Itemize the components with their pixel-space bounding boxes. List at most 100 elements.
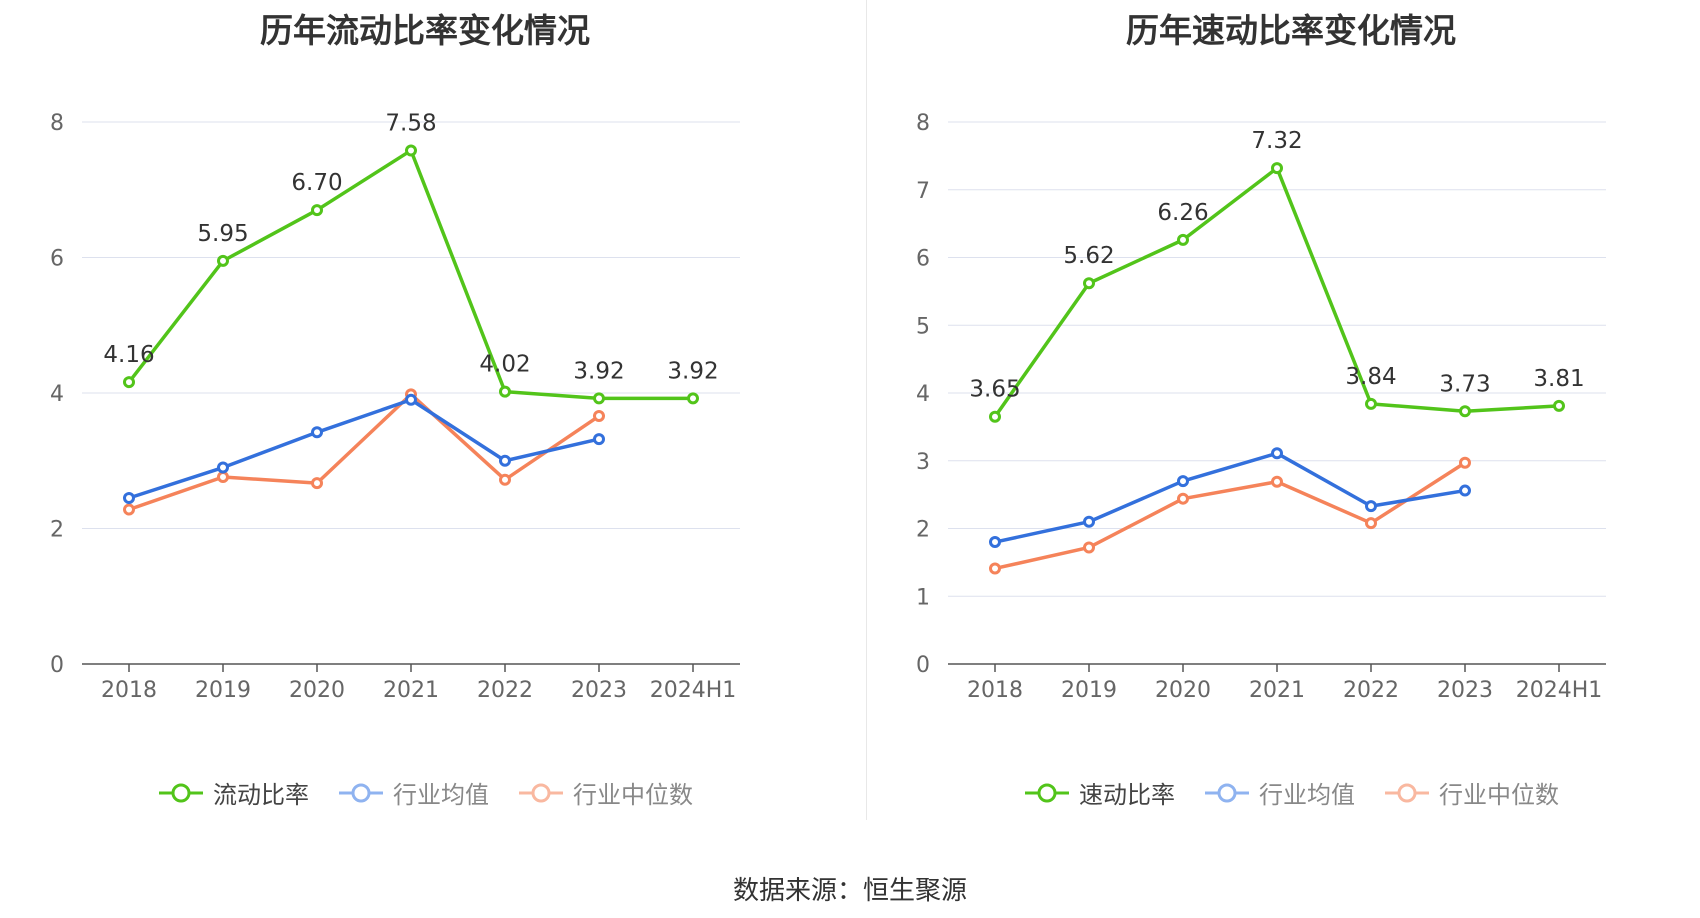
industry-avg-series-point (123, 492, 135, 505)
x-tick-label: 2020 (289, 678, 345, 703)
industry-median-series-point (1365, 517, 1377, 530)
main-series-point (1271, 162, 1283, 175)
x-tick-label: 2022 (477, 678, 533, 703)
industry-median-series-point (499, 473, 511, 486)
industry-median-series-point (1177, 492, 1189, 505)
industry-avg-series-point (593, 433, 605, 446)
industry-avg-series-point (1271, 447, 1283, 460)
x-tick-label: 2024H1 (1516, 678, 1603, 703)
data-label: 6.26 (1157, 200, 1208, 226)
data-label: 7.58 (385, 110, 436, 136)
data-label: 3.73 (1439, 371, 1490, 397)
main-series-point (1083, 277, 1095, 290)
main-series-point (593, 392, 605, 405)
industry-median-series-point (217, 471, 229, 484)
data-label: 3.92 (573, 358, 624, 384)
y-tick-label: 1 (916, 585, 930, 610)
chart-title: 历年流动比率变化情况 (260, 11, 590, 50)
panel-divider (866, 0, 867, 820)
industry-avg-series-point (1177, 475, 1189, 488)
industry-median-series-point (1271, 475, 1283, 488)
x-tick-label: 2020 (1155, 678, 1211, 703)
legend-line-icon (1385, 783, 1429, 802)
x-tick-label: 2021 (1249, 678, 1305, 703)
industry-median-series-line (994, 461, 1466, 571)
y-tick-label: 2 (50, 518, 64, 543)
data-label: 3.92 (667, 358, 718, 384)
main-series-point (1365, 397, 1377, 410)
y-tick-label: 6 (50, 247, 64, 272)
legend: 速动比率 行业均值 行业中位数 (866, 775, 1700, 810)
current-ratio-panel: 历年流动比率变化情况 0 2 4 6 8 2018 2019 2020 2021 2022 2023… (0, 0, 850, 820)
industry-median-series-point (1083, 541, 1095, 554)
legend-label: 行业中位数 (1439, 781, 1559, 809)
y-tick-label: 7 (916, 179, 930, 204)
main-series-point (123, 376, 135, 389)
legend-item-industry-avg[interactable]: 行业均值 (337, 775, 489, 810)
industry-avg-series-point (499, 454, 511, 467)
industry-median-series-point (593, 410, 605, 423)
industry-median-series-point (311, 477, 323, 490)
industry-avg-series-point (1083, 515, 1095, 528)
x-tick-label: 2018 (967, 678, 1023, 703)
legend-label: 行业均值 (1259, 781, 1355, 809)
main-series-point (1459, 405, 1471, 418)
legend-item-main[interactable]: 速动比率 (1023, 775, 1175, 810)
x-tick-label: 2019 (1061, 678, 1117, 703)
industry-median-series-line (128, 392, 600, 512)
legend-item-industry-median[interactable]: 行业中位数 (517, 775, 693, 810)
main-series-point (499, 385, 511, 398)
data-label: 3.65 (969, 377, 1020, 403)
data-label: 3.81 (1533, 366, 1584, 392)
x-tick-label: 2021 (383, 678, 439, 703)
data-label: 4.02 (479, 352, 530, 378)
legend-line-icon (159, 783, 203, 802)
industry-avg-series-line (128, 398, 600, 500)
industry-avg-series-point (405, 393, 417, 406)
main-series-point (1177, 233, 1189, 246)
x-tick-label: 2018 (101, 678, 157, 703)
legend-item-industry-median[interactable]: 行业中位数 (1383, 775, 1559, 810)
quick-ratio-chart: 0 1 2 3 4 5 6 7 8 2018 2019 2020 2021 2022 2023 2024H1 3… (916, 111, 1606, 703)
data-source: 数据来源：恒生聚源 (732, 876, 967, 906)
y-tick-label: 0 (916, 653, 930, 678)
industry-median-series-point (989, 562, 1001, 575)
y-tick-label: 8 (916, 111, 930, 136)
legend-line-icon (519, 783, 563, 802)
y-tick-label: 5 (916, 314, 930, 339)
industry-avg-series-point (989, 536, 1001, 549)
legend-item-industry-avg[interactable]: 行业均值 (1203, 775, 1355, 810)
data-label: 5.95 (197, 221, 248, 247)
industry-median-series-point (123, 503, 135, 516)
industry-avg-series-point (1459, 484, 1471, 497)
main-series-point (989, 410, 1001, 423)
y-tick-label: 6 (916, 247, 930, 272)
industry-avg-series-line (994, 451, 1466, 544)
data-label: 7.32 (1251, 128, 1302, 154)
main-series-point (311, 204, 323, 217)
main-series-point (1553, 399, 1565, 412)
legend-label: 行业中位数 (573, 781, 693, 809)
chart-title: 历年速动比率变化情况 (1126, 11, 1456, 50)
quick-ratio-panel: 历年速动比率变化情况 0 1 2 3 4 5 6 7 8 2018 2019 2020 2021 2022… (866, 0, 1700, 820)
y-tick-label: 2 (916, 518, 930, 543)
x-tick-label: 2023 (571, 678, 627, 703)
legend-label: 流动比率 (213, 781, 309, 809)
x-tick-label: 2022 (1343, 678, 1399, 703)
industry-median-series-point (1459, 456, 1471, 469)
y-tick-label: 0 (50, 653, 64, 678)
legend-line-icon (339, 783, 383, 802)
x-tick-label: 2023 (1437, 678, 1493, 703)
y-tick-label: 4 (50, 382, 64, 407)
data-label: 4.16 (103, 342, 154, 368)
legend-item-main[interactable]: 流动比率 (157, 775, 309, 810)
x-tick-label: 2024H1 (650, 678, 737, 703)
legend: 流动比率 行业均值 行业中位数 (0, 775, 850, 810)
y-tick-label: 4 (916, 382, 930, 407)
y-tick-label: 8 (50, 111, 64, 136)
industry-avg-series-point (311, 426, 323, 439)
legend-line-icon (1025, 783, 1069, 802)
current-ratio-chart: 0 2 4 6 8 2018 2019 2020 2021 2022 2023 2024H1 4.16 5… (50, 110, 740, 703)
legend-label: 速动比率 (1079, 781, 1175, 809)
data-label: 5.62 (1063, 243, 1114, 269)
